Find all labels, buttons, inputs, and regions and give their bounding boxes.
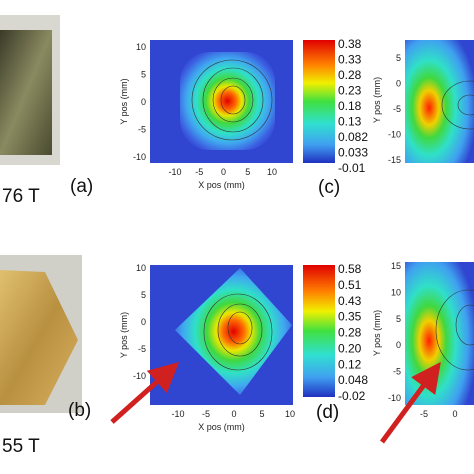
y-axis-label: Y pos (mm) xyxy=(372,77,382,123)
y-tick-label: 0 xyxy=(396,340,401,350)
y-tick-label: -10 xyxy=(133,152,146,162)
y-tick-label: 0 xyxy=(141,317,146,327)
colorbar-label: 0.048 xyxy=(338,373,368,387)
colorbar-label: -0.01 xyxy=(338,161,366,175)
y-tick-label: -5 xyxy=(393,367,401,377)
y-tick-label: -10 xyxy=(388,393,401,403)
colorbar-label: 0.13 xyxy=(338,115,362,129)
x-tick-label: -5 xyxy=(202,409,210,419)
y-tick-label: 5 xyxy=(141,290,146,300)
x-tick-label: 0 xyxy=(231,409,236,419)
x-tick-label: 5 xyxy=(245,167,250,177)
y-axis-label: Y pos (mm) xyxy=(119,78,129,124)
y-tick-label: -5 xyxy=(393,104,401,114)
y-tick-label: -15 xyxy=(388,155,401,165)
colorbar-label: 0.28 xyxy=(338,326,362,340)
heatmap xyxy=(175,268,292,395)
x-axis-label: X pos (mm) xyxy=(198,180,245,190)
x-tick-label: -5 xyxy=(195,167,203,177)
heatmap xyxy=(405,262,474,405)
x-tick-label: 10 xyxy=(267,167,277,177)
colorbar-label: 0.18 xyxy=(338,99,362,113)
colorbar-label: 0.28 xyxy=(338,68,362,82)
crystal-photo xyxy=(0,30,52,155)
colorbar-label: 0.12 xyxy=(338,357,362,371)
field-label: 55 T xyxy=(2,436,40,457)
x-tick-label: 0 xyxy=(221,167,226,177)
colorbar-label: 0.20 xyxy=(338,341,362,355)
colorbar-label: 0.38 xyxy=(338,37,362,51)
colorbar-label: 0.33 xyxy=(338,53,362,67)
y-axis-label: Y pos (mm) xyxy=(119,312,129,358)
y-tick-label: 5 xyxy=(141,70,146,80)
y-tick-label: -10 xyxy=(133,371,146,381)
crystal-photo xyxy=(0,270,78,405)
x-tick-label: -5 xyxy=(420,409,428,419)
colorbar xyxy=(303,265,335,397)
x-tick-label: 0 xyxy=(452,409,457,419)
panel-label: (d) xyxy=(316,402,339,423)
x-tick-label: 10 xyxy=(285,409,295,419)
colorbar-label: 0.23 xyxy=(338,84,362,98)
arrow xyxy=(379,361,441,444)
colorbar-label: 0.35 xyxy=(338,310,362,324)
x-tick-label: 5 xyxy=(259,409,264,419)
y-tick-label: 5 xyxy=(396,314,401,324)
y-tick-label: 10 xyxy=(136,42,146,52)
colorbar-label: 0.033 xyxy=(338,146,368,160)
colorbar-label: -0.02 xyxy=(338,389,366,403)
y-tick-label: 0 xyxy=(141,97,146,107)
colorbar-label: 0.43 xyxy=(338,294,362,308)
panel-label: (a) xyxy=(70,176,93,197)
heatmap xyxy=(180,52,275,150)
y-tick-label: 10 xyxy=(391,287,401,297)
contours xyxy=(191,59,474,371)
y-tick-label: 10 xyxy=(136,263,146,273)
panel-label: (b) xyxy=(68,400,91,421)
arrow xyxy=(110,362,180,424)
colorbar-label: 0.082 xyxy=(338,130,368,144)
y-tick-label: -5 xyxy=(138,344,146,354)
x-axis-label: X pos (mm) xyxy=(198,422,245,432)
field-label: 76 T xyxy=(2,186,40,207)
y-tick-label: 5 xyxy=(396,53,401,63)
colorbar xyxy=(303,40,335,163)
x-tick-label: -10 xyxy=(171,409,184,419)
y-axis-label: Y pos (mm) xyxy=(372,310,382,356)
heatmap xyxy=(405,40,474,163)
colorbar-label: 0.58 xyxy=(338,262,362,276)
y-tick-label: -10 xyxy=(388,130,401,140)
y-tick-label: 15 xyxy=(391,261,401,271)
x-tick-label: -10 xyxy=(168,167,181,177)
y-tick-label: 0 xyxy=(396,79,401,89)
colorbar-label: 0.51 xyxy=(338,278,362,292)
y-tick-label: -5 xyxy=(138,125,146,135)
panel-label: (c) xyxy=(318,177,340,198)
